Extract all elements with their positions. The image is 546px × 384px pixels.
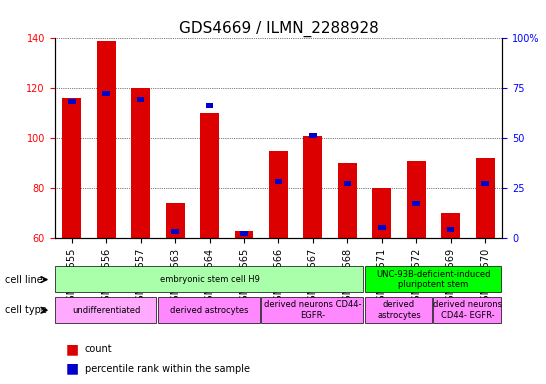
Bar: [275, 179, 282, 184]
Bar: [269, 151, 288, 238]
Bar: [131, 88, 150, 238]
Text: derived neurons CD44-
EGFR-: derived neurons CD44- EGFR-: [264, 300, 361, 320]
Text: UNC-93B-deficient-induced
pluripotent stem: UNC-93B-deficient-induced pluripotent st…: [376, 270, 491, 289]
Title: GDS4669 / ILMN_2288928: GDS4669 / ILMN_2288928: [179, 21, 378, 37]
Bar: [343, 181, 351, 186]
Bar: [235, 230, 253, 238]
FancyBboxPatch shape: [261, 297, 363, 323]
Bar: [338, 163, 357, 238]
Text: ■: ■: [66, 343, 79, 356]
Bar: [103, 91, 110, 96]
Bar: [304, 136, 322, 238]
Bar: [476, 158, 495, 238]
Bar: [378, 225, 385, 230]
Bar: [412, 201, 420, 206]
Bar: [441, 213, 460, 238]
Bar: [447, 227, 454, 232]
Bar: [206, 103, 213, 108]
Text: cell type: cell type: [5, 305, 48, 315]
Bar: [240, 231, 248, 236]
Text: ■: ■: [66, 362, 79, 376]
Text: derived neurons
CD44- EGFR-: derived neurons CD44- EGFR-: [434, 300, 502, 320]
Bar: [68, 99, 75, 104]
Bar: [482, 181, 489, 186]
Bar: [97, 41, 116, 238]
Text: derived
astrocytes: derived astrocytes: [377, 300, 421, 320]
Bar: [309, 133, 317, 138]
FancyBboxPatch shape: [365, 297, 432, 323]
Text: count: count: [85, 344, 112, 354]
Bar: [137, 97, 145, 102]
Text: undifferentiated: undifferentiated: [72, 306, 140, 314]
Text: derived astrocytes: derived astrocytes: [170, 306, 249, 314]
FancyBboxPatch shape: [55, 297, 156, 323]
Text: embryonic stem cell H9: embryonic stem cell H9: [159, 275, 259, 284]
FancyBboxPatch shape: [434, 297, 501, 323]
Bar: [62, 98, 81, 238]
Bar: [407, 161, 426, 238]
Text: cell line: cell line: [5, 275, 43, 285]
Bar: [372, 188, 391, 238]
Bar: [165, 203, 185, 238]
FancyBboxPatch shape: [55, 266, 363, 292]
Bar: [200, 113, 219, 238]
Text: percentile rank within the sample: percentile rank within the sample: [85, 364, 250, 374]
FancyBboxPatch shape: [158, 297, 259, 323]
FancyBboxPatch shape: [365, 266, 501, 292]
Bar: [171, 229, 179, 234]
